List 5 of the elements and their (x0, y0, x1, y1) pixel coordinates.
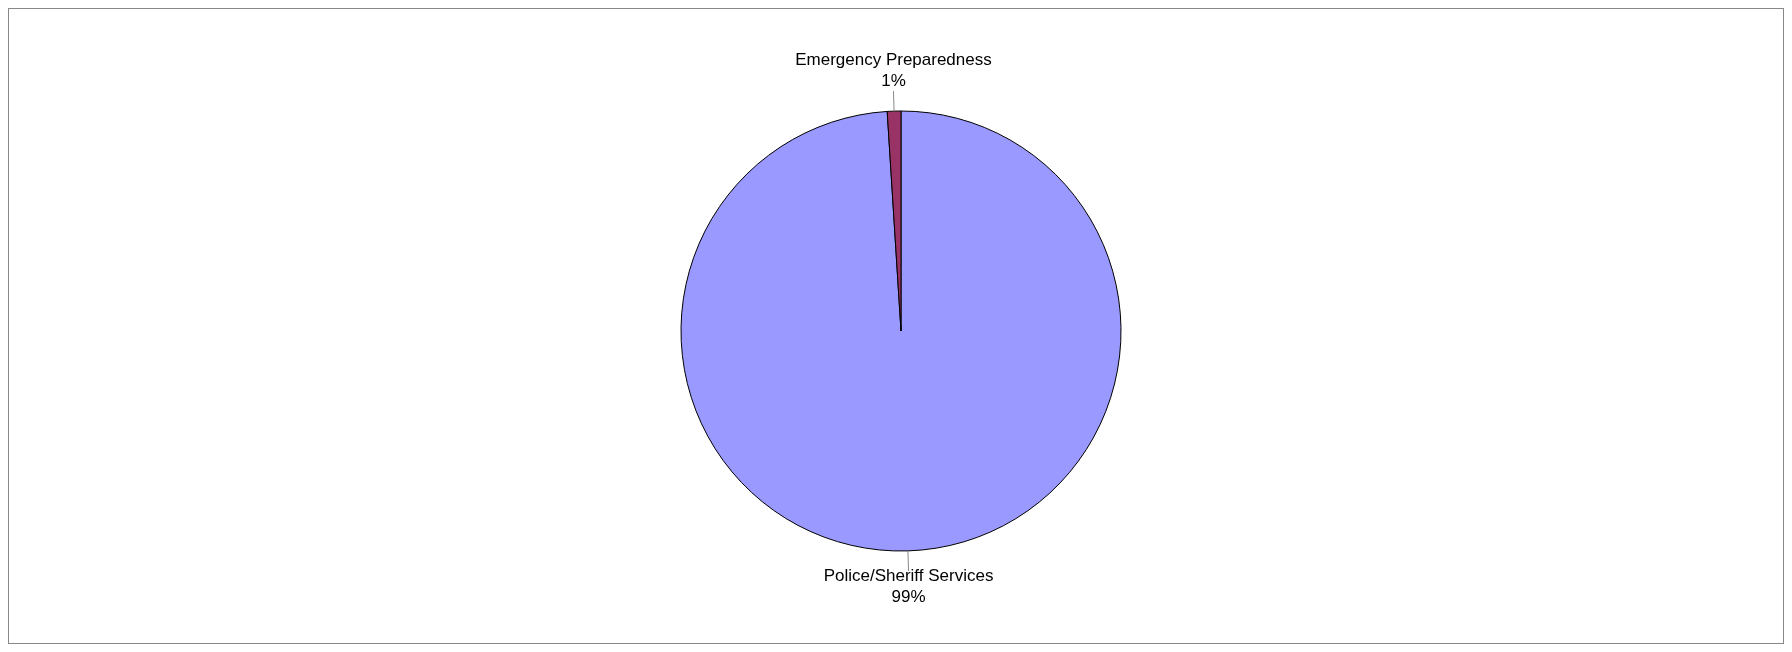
data-label: 99% (891, 586, 926, 606)
data-label: 1% (881, 71, 906, 91)
slice-label: Police/Sheriff Services (823, 565, 994, 585)
slice-label: Emergency Preparedness (795, 50, 992, 70)
pie-slice (680, 110, 1122, 552)
